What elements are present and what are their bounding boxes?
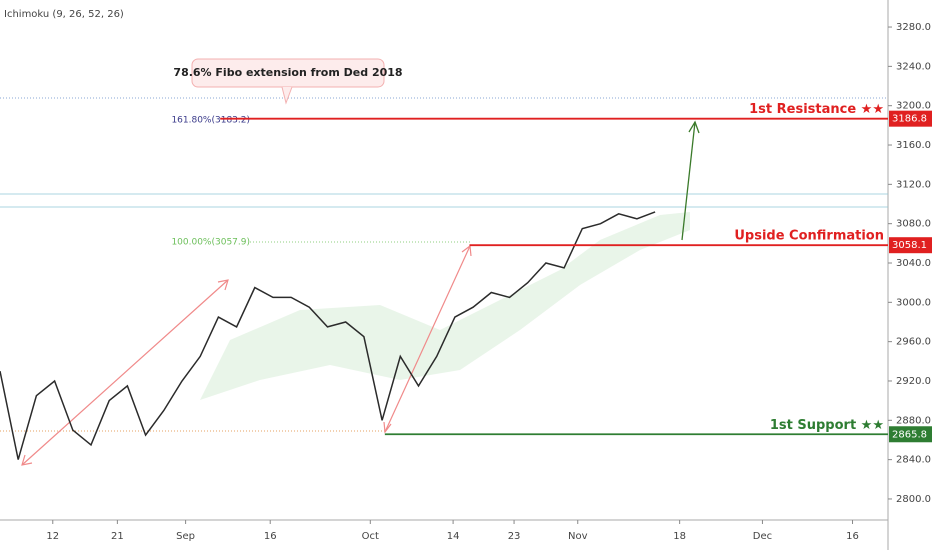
y-tick-label: 2880.0 — [896, 415, 931, 426]
fib-label: 161.80%(3183.2) — [171, 116, 250, 126]
x-tick-label: 16 — [264, 531, 277, 542]
trend-arrows — [21, 244, 472, 466]
level-label: Upside Confirmation — [734, 229, 884, 244]
level-label: 1st Support ★★ — [770, 418, 884, 433]
y-tick-label: 3040.0 — [896, 258, 931, 269]
x-tick-label: 16 — [846, 531, 859, 542]
x-tick-label: Nov — [568, 531, 588, 542]
projection-arrow — [681, 120, 700, 241]
x-tick-label: Oct — [362, 531, 379, 542]
x-tick-label: 21 — [111, 531, 124, 542]
price-badge — [889, 237, 932, 254]
y-tick-label: 3200.0 — [896, 101, 931, 112]
y-tick-label: 3000.0 — [896, 297, 931, 308]
y-tick-label: 2840.0 — [896, 455, 931, 466]
price-badge — [889, 426, 932, 443]
x-tick-label: Dec — [753, 531, 772, 542]
price-badge-label: 2865.8 — [892, 429, 927, 440]
y-tick-label: 2960.0 — [896, 337, 931, 348]
callout-pointer — [281, 86, 293, 105]
y-tick-label: 3240.0 — [896, 61, 931, 72]
price-badge-label: 3058.1 — [892, 240, 927, 251]
indicator-title: Ichimoku (9, 26, 52, 26) — [4, 9, 124, 20]
fib-label: 100.00%(3057.9) — [171, 238, 250, 248]
callout-text: 78.6% Fibo extension from Ded 2018 — [173, 66, 402, 79]
x-tick-label: 12 — [46, 531, 59, 542]
x-tick-label: Sep — [176, 531, 195, 542]
x-tick-label: 23 — [508, 531, 521, 542]
x-tick-label: 14 — [447, 531, 460, 542]
price-line — [0, 211, 656, 460]
y-tick-label: 3080.0 — [896, 219, 931, 230]
y-tick-label: 3280.0 — [896, 22, 931, 33]
price-badge-label: 3186.8 — [892, 114, 927, 125]
y-tick-label: 3120.0 — [896, 179, 931, 190]
level-label: 1st Resistance ★★ — [749, 102, 884, 117]
y-tick-label: 3160.0 — [896, 140, 931, 151]
price-badge — [889, 110, 932, 127]
x-tick-label: 18 — [673, 531, 686, 542]
y-tick-label: 2920.0 — [896, 376, 931, 387]
y-tick-label: 2800.0 — [896, 494, 931, 505]
ichimoku-cloud — [200, 212, 690, 400]
